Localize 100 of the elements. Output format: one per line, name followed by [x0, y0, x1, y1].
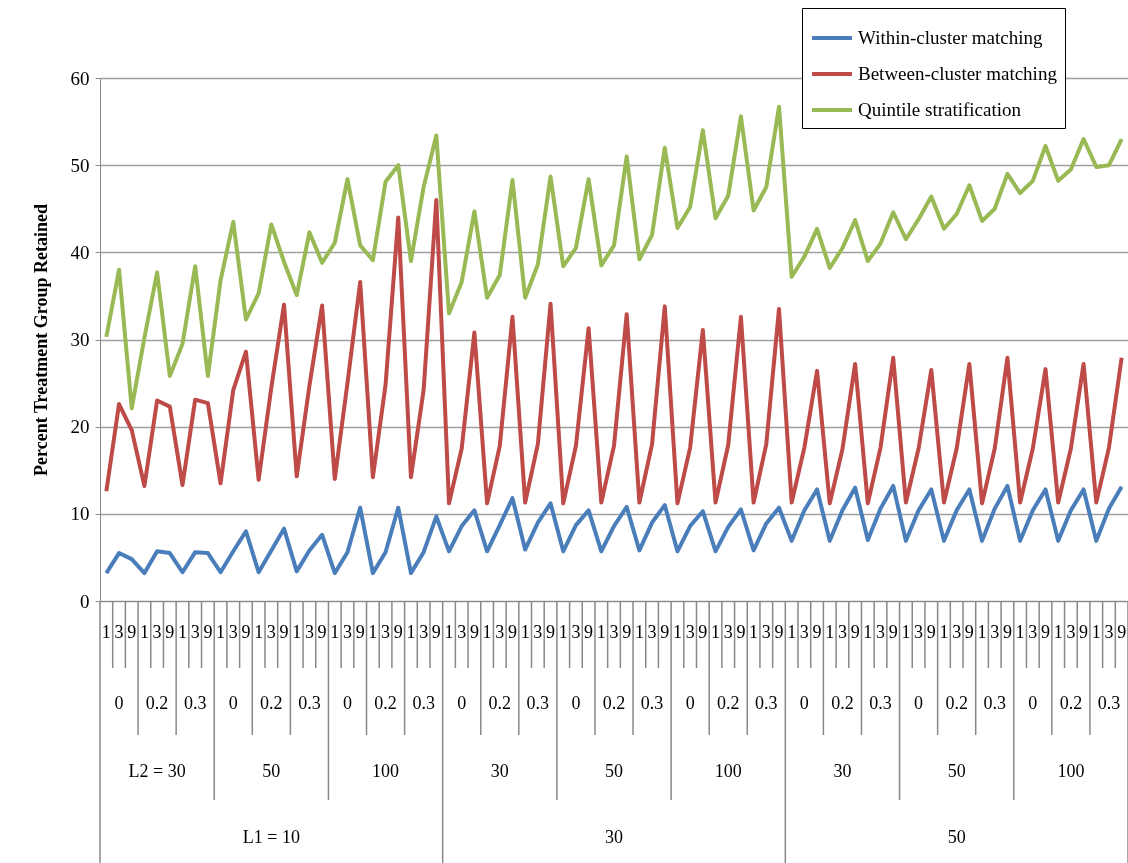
text: 50 [605, 761, 623, 781]
text: 100 [1057, 761, 1085, 781]
x-tick-label: 3 [914, 621, 924, 642]
x-tick-label: 1 [330, 621, 340, 642]
x-tick-label: 9 [469, 621, 479, 642]
text: 100 [714, 761, 742, 781]
x-tick-label: 3 [1028, 621, 1038, 642]
text: 50 [947, 761, 966, 781]
x-tick-label: 9 [507, 621, 517, 642]
x-tick-label: 1 [863, 621, 873, 642]
x-tick-label: 9 [431, 621, 441, 642]
x-tick-label: 1 [939, 621, 949, 642]
text: 50 [947, 827, 966, 847]
x-tick-label: 3 [533, 621, 543, 642]
x-tick-label: 9 [888, 621, 898, 642]
text: 0.3 [755, 693, 778, 713]
text: 0.3 [869, 693, 892, 713]
x-tick-label: 9 [850, 621, 860, 642]
text: 0.3 [183, 693, 207, 713]
x-tick-label: 3 [876, 621, 886, 642]
legend-label: Within-cluster matching [858, 27, 1043, 48]
x-tick-label: 3 [723, 621, 733, 642]
text: 0 [457, 693, 467, 713]
text: 0 [914, 693, 924, 713]
x-tick-label: 3 [457, 621, 467, 642]
x-tick-label: 9 [317, 621, 327, 642]
x-tick-label: 3 [152, 621, 162, 642]
x-tick-label: 9 [203, 621, 213, 642]
text: L2 = 30 [128, 761, 186, 781]
x-tick-label: 9 [127, 621, 137, 642]
x-tick-label: 1 [825, 621, 835, 642]
x-tick-label: 3 [266, 621, 276, 642]
x-tick-label: 9 [622, 621, 632, 642]
text: 0 [685, 693, 695, 713]
y-tick-label: 30 [70, 329, 90, 350]
text: 0.2 [374, 693, 397, 713]
text: 0.3 [1097, 693, 1121, 713]
text: 0.2 [1059, 693, 1083, 713]
x-tick-label: 1 [1053, 621, 1063, 642]
x-tick-label: 9 [812, 621, 822, 642]
y-tick-label: 60 [70, 67, 90, 89]
line-series [104, 483, 1124, 576]
x-tick-label: 3 [228, 621, 238, 642]
text: 0.2 [602, 693, 626, 713]
text: 0 [228, 693, 238, 713]
text: 0.3 [298, 693, 321, 713]
text: 100 [372, 761, 400, 781]
y-tick-label: 0 [80, 590, 90, 612]
y-tick-label: 10 [70, 503, 90, 525]
x-tick-label: 1 [634, 621, 644, 642]
x-tick-label: 9 [546, 621, 556, 642]
x-tick-label: 1 [787, 621, 797, 642]
x-tick-label: 1 [254, 621, 264, 642]
x-tick-label: 3 [495, 621, 505, 642]
text: 0 [799, 693, 809, 713]
x-tick-label: 1 [482, 621, 492, 642]
legend-label: Between-cluster matching [858, 63, 1058, 84]
x-tick-label: 9 [393, 621, 403, 642]
x-tick-label: 3 [1104, 621, 1114, 642]
text: 0.2 [945, 693, 968, 713]
x-tick-label: 1 [711, 621, 721, 642]
line-series [104, 104, 1124, 411]
text: 0 [571, 693, 581, 713]
x-tick-label: 3 [114, 621, 124, 642]
x-tick-label: 9 [1079, 621, 1089, 642]
y-tick-label: 50 [70, 154, 90, 176]
y-tick-label: 40 [70, 241, 90, 263]
text: 0.3 [983, 693, 1006, 713]
text: 0 [1028, 693, 1038, 713]
x-tick-label: 3 [647, 621, 657, 642]
x-tick-label: 3 [761, 621, 771, 642]
x-tick-label: 1 [977, 621, 987, 642]
x-tick-label: 9 [241, 621, 251, 642]
x-tick-label: 3 [685, 621, 695, 642]
x-tick-label: 9 [584, 621, 594, 642]
text: 0.3 [640, 693, 664, 713]
text: 0.2 [260, 693, 283, 713]
x-tick-label: 1 [520, 621, 530, 642]
x-tick-label: 1 [216, 621, 226, 642]
x-tick-label: 1 [596, 621, 606, 642]
x-tick-label: 1 [1091, 621, 1101, 642]
x-tick-label: 3 [342, 621, 352, 642]
x-tick-label: 1 [1015, 621, 1025, 642]
x-tick-label: 9 [1117, 621, 1127, 642]
x-tick-label: 9 [1041, 621, 1051, 642]
x-tick-label: 1 [749, 621, 759, 642]
x-tick-label: 9 [165, 621, 175, 642]
x-tick-label: 3 [1066, 621, 1076, 642]
x-tick-label: 3 [571, 621, 581, 642]
y-tick-label: 20 [70, 416, 90, 438]
x-tick-label: 3 [990, 621, 1000, 642]
x-tick-label: 9 [1002, 621, 1012, 642]
text: 30 [490, 761, 509, 781]
x-tick-label: 1 [177, 621, 187, 642]
x-tick-label: 1 [901, 621, 911, 642]
x-tick-label: 1 [101, 621, 111, 642]
x-tick-label: 3 [799, 621, 809, 642]
text: 0 [342, 693, 352, 713]
x-tick-label: 9 [660, 621, 670, 642]
x-tick-label: 3 [190, 621, 200, 642]
